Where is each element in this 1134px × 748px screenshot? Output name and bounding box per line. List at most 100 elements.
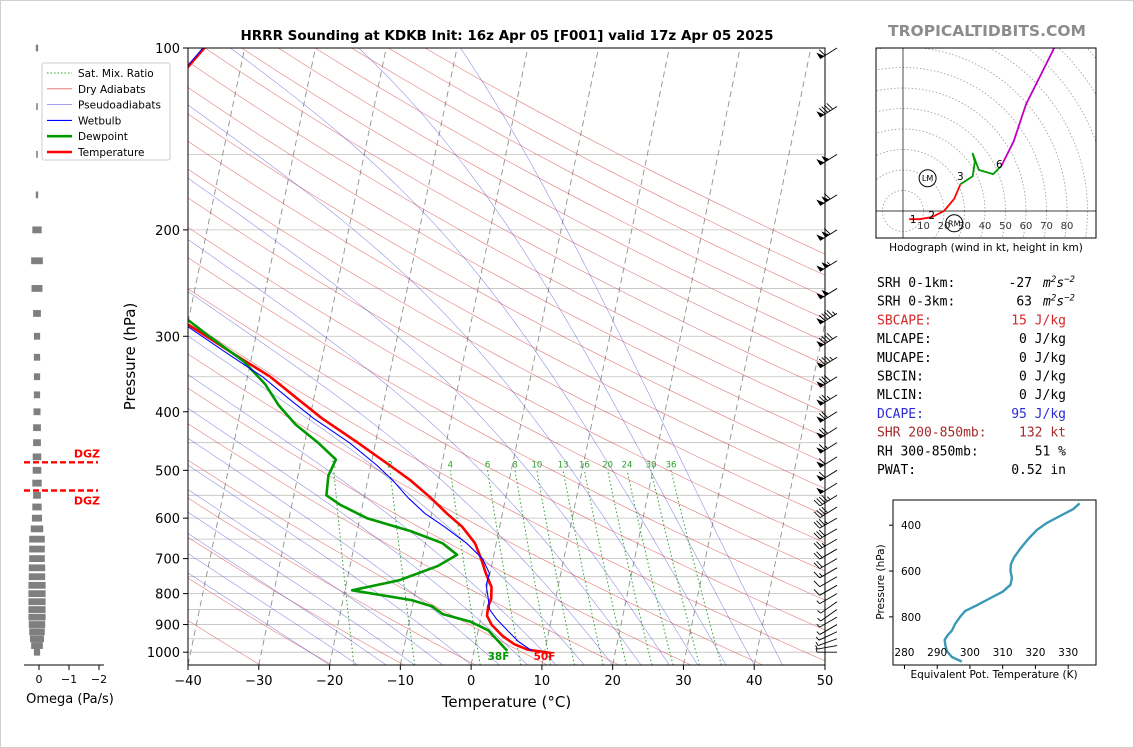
omega-bar — [36, 150, 38, 158]
x-tick-label: 40 — [746, 674, 763, 689]
barb-full — [823, 374, 831, 382]
series-dewpoint — [188, 318, 509, 652]
legend-label: Sat. Mix. Ratio — [78, 68, 154, 80]
hodograph-trace — [1000, 48, 1056, 167]
y-tick-label: 100 — [155, 42, 180, 57]
pseudoadiabat — [188, 572, 330, 665]
wind-barb — [816, 624, 838, 635]
dry-adiabat — [314, 48, 825, 320]
pseudoadiabat — [188, 511, 415, 665]
pseudoadiabat — [230, 48, 727, 665]
barb-staff — [819, 576, 838, 588]
barb-staff — [819, 194, 838, 206]
hodograph-caption: Hodograph (wind in kt, height in km) — [889, 242, 1083, 254]
theta-y-tick-label: 800 — [901, 612, 921, 624]
omega-bar — [29, 545, 45, 553]
pseudoadiabat — [460, 48, 783, 665]
index-label: MLCAPE: — [877, 332, 932, 347]
barb-full — [821, 411, 828, 418]
barb-staff — [819, 356, 838, 369]
barb-full — [823, 193, 831, 200]
chart-title: HRRR Sounding at KDKB Init: 16z Apr 05 [… — [240, 28, 773, 44]
x-tick-label: 0 — [467, 674, 475, 689]
omega-bar — [33, 648, 41, 656]
pseudoadiabat — [188, 177, 670, 665]
barb-staff — [819, 494, 838, 507]
dry-adiabat — [188, 353, 763, 665]
y-tick-label: 200 — [155, 224, 180, 239]
index-label: SRH 0-3km: — [877, 295, 955, 310]
dry-adiabat — [278, 48, 825, 342]
theta-x-tick-label: 300 — [960, 647, 980, 659]
barb-full — [826, 103, 834, 110]
barb-half — [826, 496, 831, 500]
mixing-ratio-line — [449, 470, 481, 665]
isotherm — [188, 48, 246, 325]
surface-label: 50F — [534, 651, 556, 663]
barb-half — [816, 600, 821, 604]
theta-x-axis-label: Equivalent Pot. Temperature (K) — [910, 669, 1077, 681]
index-value: 0 J/kg — [1019, 388, 1066, 403]
y-axis-label: Pressure (hPa) — [121, 303, 139, 411]
wind-barb — [816, 616, 838, 628]
isotherm — [541, 48, 670, 665]
omega-bar — [28, 564, 46, 572]
hodograph-rings: 10 20 30 40 50 60 70 80 — [876, 48, 1096, 238]
storm-motion-label: RM — [948, 219, 961, 228]
storm-motion-marker — [945, 214, 964, 233]
barb-flag — [821, 231, 830, 238]
mixing-ratio-label: 4 — [448, 460, 453, 470]
omega-bar — [32, 453, 42, 461]
omega-bar — [28, 613, 46, 621]
barb-full — [813, 521, 821, 529]
hodograph-ring-label: 60 — [1020, 221, 1033, 232]
barb-full — [816, 541, 823, 548]
barb-half — [815, 645, 818, 650]
omega-bar — [33, 353, 41, 361]
index-value: 0 J/kg — [1019, 370, 1066, 385]
wind-barb — [816, 469, 838, 482]
omega-panel: 0 −1 −2 Omega (Pa/s) DGZ DGZ — [24, 44, 114, 707]
series-wetbulb — [188, 48, 533, 652]
barb-full — [813, 511, 821, 518]
dry-adiabat — [188, 423, 620, 665]
barb-full — [821, 394, 828, 401]
hodograph-ring-label: 20 — [938, 221, 951, 232]
mixing-ratio-label: 16 — [579, 460, 590, 470]
theta-x-tick-label: 310 — [993, 647, 1013, 659]
wind-barb — [817, 609, 838, 622]
storm-motion-marker — [918, 169, 937, 188]
barb-flag — [816, 111, 825, 118]
mixing-ratio-line — [583, 470, 627, 665]
barb-full — [813, 552, 821, 560]
dry-adiabat — [188, 320, 825, 662]
barb-full — [823, 334, 831, 341]
omega-bar — [33, 391, 41, 399]
isotherm — [612, 48, 741, 665]
index-label: SRH 0-1km: — [877, 276, 955, 291]
barb-staff — [817, 645, 838, 650]
wind-barb — [816, 154, 838, 166]
index-label: PWAT: — [877, 463, 916, 478]
skewt-axes-frame — [187, 47, 826, 666]
mixing-ratio-label: 24 — [622, 460, 633, 470]
legend-label: Dewpoint — [78, 131, 128, 143]
barb-full — [821, 106, 828, 113]
series-temperature — [188, 48, 552, 655]
wind-barb — [816, 193, 838, 206]
isotherm — [399, 48, 529, 665]
wind-barb — [816, 411, 838, 423]
pseudoadiabat — [188, 489, 443, 665]
omega-bar — [29, 628, 45, 636]
wind-barb — [813, 576, 838, 588]
barb-full — [823, 355, 831, 362]
omega-bar — [29, 635, 45, 643]
barb-flag — [816, 199, 825, 206]
mixing-ratio-label: 6 — [485, 460, 490, 470]
barb-flag — [821, 155, 830, 162]
wind-barb — [813, 558, 838, 569]
barb-full — [818, 518, 826, 526]
mixing-ratio-line — [650, 470, 700, 665]
wind-barb — [816, 394, 838, 406]
dgz-label: DGZ — [74, 447, 100, 460]
